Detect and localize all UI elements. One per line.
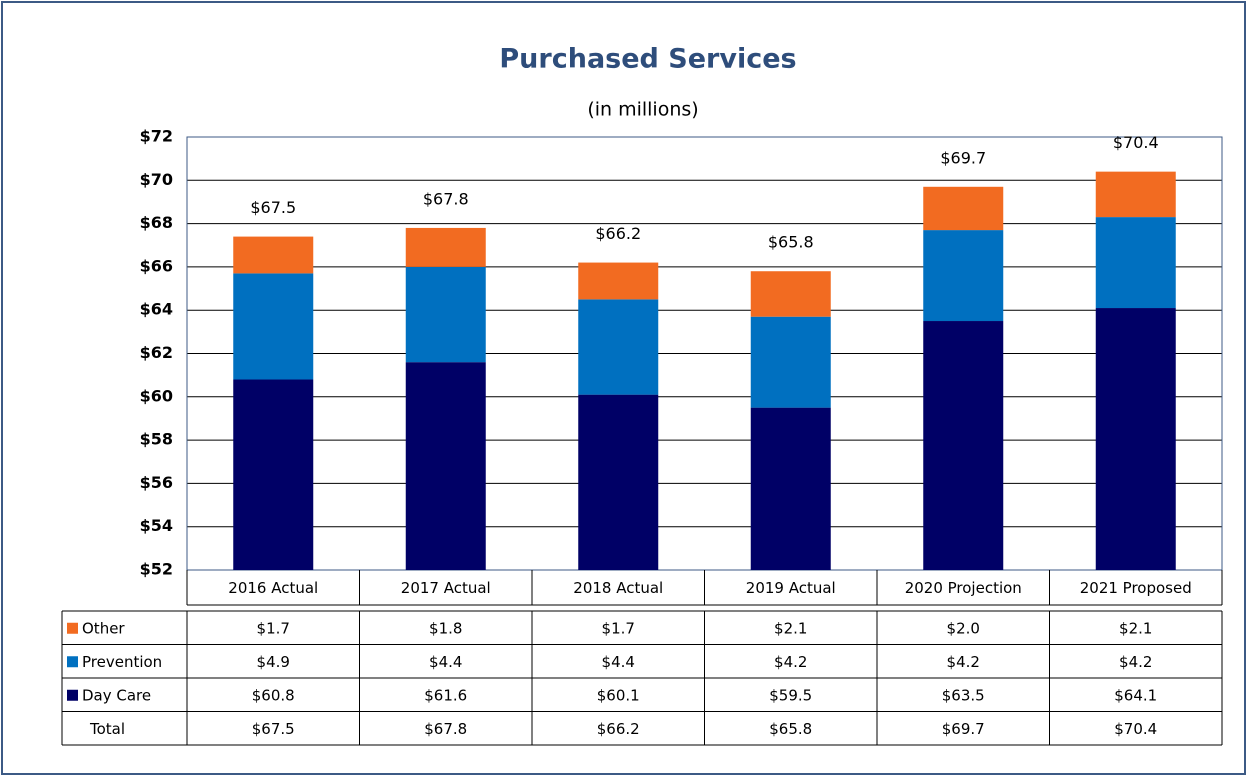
table-cell: $2.1 <box>774 619 807 637</box>
y-tick-label: $68 <box>140 213 173 232</box>
total-label: $67.5 <box>250 198 296 217</box>
bar-segment <box>578 299 659 395</box>
bar-segment <box>405 362 486 570</box>
y-tick-label: $56 <box>140 473 173 492</box>
legend-swatch <box>67 656 78 668</box>
legend-label: Other <box>82 619 125 637</box>
table-cell: $1.8 <box>429 619 462 637</box>
y-tick-label: $64 <box>140 300 173 319</box>
legend-label: Prevention <box>82 653 162 671</box>
table-cell: $4.2 <box>1119 653 1152 671</box>
legend-swatch <box>67 622 78 634</box>
bar-segment <box>578 262 659 300</box>
x-tick-label: 2021 Proposed <box>1080 579 1192 597</box>
y-tick-label: $62 <box>140 343 173 362</box>
y-tick-label: $70 <box>140 170 173 189</box>
y-tick-label: $60 <box>140 386 173 405</box>
bar-segment <box>405 227 486 267</box>
table-cell: $60.1 <box>597 686 640 704</box>
table-cell: $65.8 <box>769 720 812 738</box>
total-label: $70.4 <box>1113 133 1159 152</box>
table-cell: $69.7 <box>942 720 985 738</box>
bar-segment <box>750 271 831 317</box>
bar-segment <box>233 379 314 570</box>
y-tick-label: $52 <box>140 560 173 579</box>
table-cell: $2.0 <box>947 619 980 637</box>
bar-segment <box>1095 308 1176 570</box>
bar-segment <box>923 321 1004 570</box>
total-label: $66.2 <box>595 224 641 243</box>
bar-segment <box>750 316 831 408</box>
table-cell: $4.4 <box>429 653 462 671</box>
table-cell: $2.1 <box>1119 619 1152 637</box>
x-tick-label: 2017 Actual <box>401 579 491 597</box>
bar-segment <box>233 236 314 274</box>
bar-segment <box>1095 171 1176 218</box>
bar-segment <box>578 394 659 570</box>
bar-segment <box>233 273 314 380</box>
bar-segment <box>923 186 1004 231</box>
legend-label: Day Care <box>82 686 151 704</box>
bar-segment <box>923 230 1004 322</box>
table-cell: $4.2 <box>774 653 807 671</box>
legend-swatch <box>67 689 78 701</box>
total-label: $69.7 <box>940 148 986 167</box>
x-tick-label: 2020 Projection <box>905 579 1022 597</box>
table-cell: $59.5 <box>769 686 812 704</box>
table-cell: $67.5 <box>252 720 295 738</box>
table-cell: $70.4 <box>1114 720 1157 738</box>
table-cell: $64.1 <box>1114 686 1157 704</box>
x-tick-label: 2018 Actual <box>573 579 663 597</box>
table-cell: $4.9 <box>257 653 290 671</box>
total-label: $67.8 <box>423 189 469 208</box>
x-tick-label: 2016 Actual <box>228 579 318 597</box>
chart-subtitle: (in millions) <box>587 99 698 121</box>
y-tick-label: $66 <box>140 256 173 275</box>
table-cell: $61.6 <box>424 686 467 704</box>
row-label: Total <box>89 720 125 738</box>
table-cell: $66.2 <box>597 720 640 738</box>
bar-segment <box>1095 217 1176 309</box>
y-tick-label: $54 <box>140 516 173 535</box>
y-tick-label: $72 <box>140 127 173 146</box>
table-cell: $1.7 <box>602 619 635 637</box>
table-cell: $67.8 <box>424 720 467 738</box>
total-label: $65.8 <box>768 233 814 252</box>
y-tick-label: $58 <box>140 430 173 449</box>
x-tick-label: 2019 Actual <box>746 579 836 597</box>
table-cell: $4.2 <box>947 653 980 671</box>
bar-segment <box>750 407 831 570</box>
bar-segment <box>405 266 486 363</box>
table-cell: $63.5 <box>942 686 985 704</box>
table-cell: $4.4 <box>602 653 635 671</box>
chart-title: Purchased Services <box>499 44 796 75</box>
table-cell: $60.8 <box>252 686 295 704</box>
table-cell: $1.7 <box>257 619 290 637</box>
